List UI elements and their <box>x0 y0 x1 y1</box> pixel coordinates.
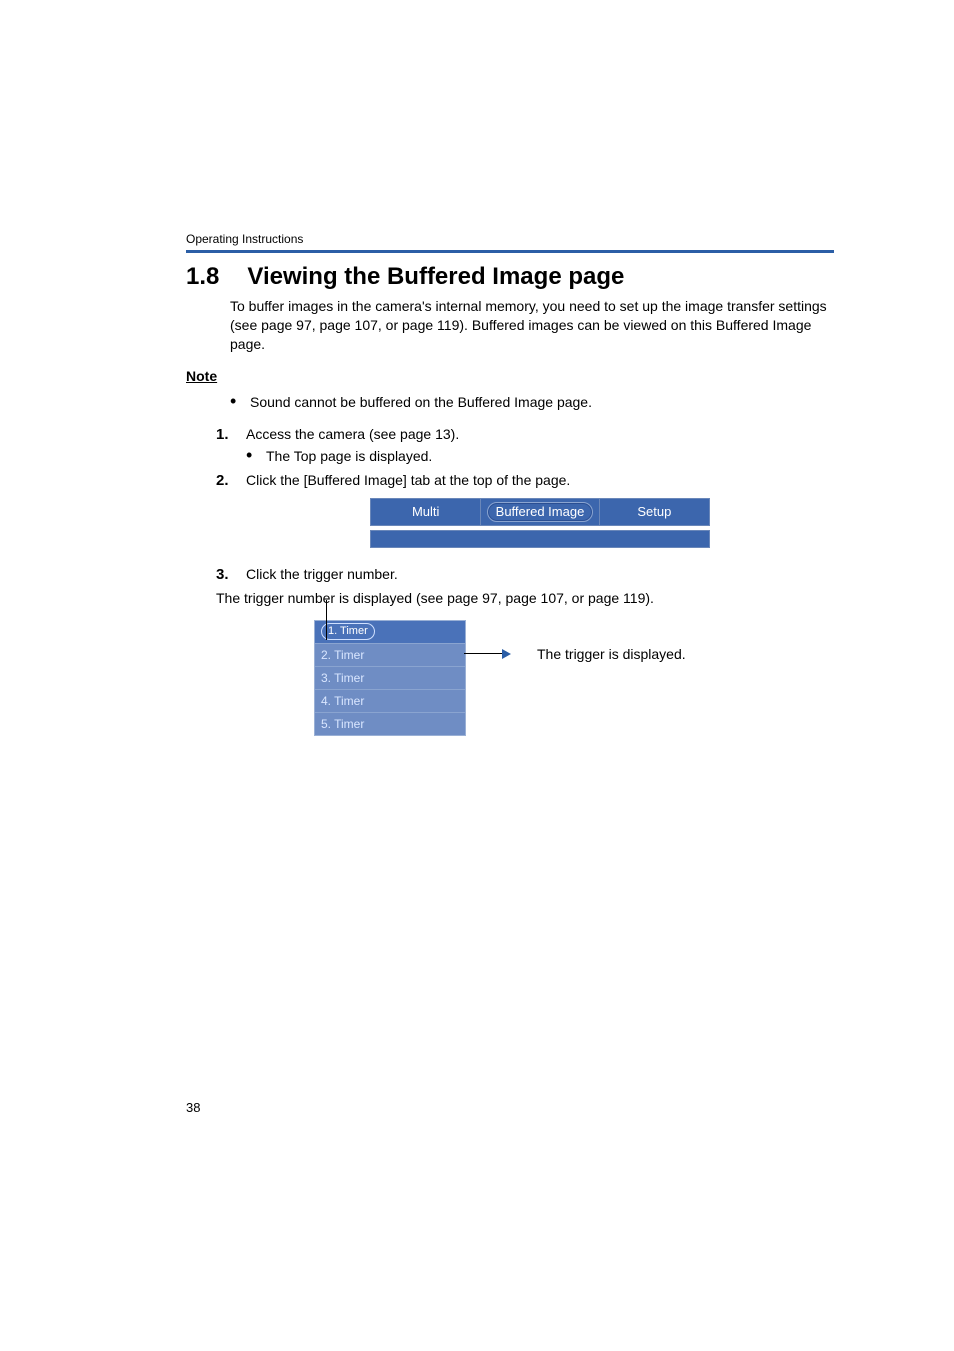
callout-vertical-line <box>326 600 327 640</box>
tab-screenshot: Multi Buffered Image Setup <box>370 498 710 548</box>
running-header: Operating Instructions <box>186 232 834 246</box>
callout-arrow: The trigger is displayed. <box>464 646 686 662</box>
arrow-head-icon <box>502 649 511 659</box>
intro-paragraph: To buffer images in the camera's interna… <box>230 297 834 354</box>
steps-list: Access the camera (see page 13). The Top… <box>216 426 834 582</box>
tab-multi[interactable]: Multi <box>371 499 481 525</box>
callout-label: The trigger is displayed. <box>537 646 686 662</box>
section-title-text: Viewing the Buffered Image page <box>247 263 624 291</box>
note-label: Note <box>186 368 834 384</box>
trigger-list: 1. Timer 2. Timer 3. Timer 4. Timer 5. T… <box>314 620 466 736</box>
trigger-caption: The trigger number is displayed (see pag… <box>216 590 834 606</box>
trigger-item-3[interactable]: 3. Timer <box>315 667 465 690</box>
trigger-item-5[interactable]: 5. Timer <box>315 713 465 735</box>
section-number: 1.8 <box>186 263 219 291</box>
section-heading: 1.8 Viewing the Buffered Image page <box>186 263 834 291</box>
note-list: Sound cannot be buffered on the Buffered… <box>230 394 834 410</box>
trigger-item-1-label: 1. Timer <box>321 623 375 640</box>
step-1-sub: The Top page is displayed. <box>246 448 834 464</box>
trigger-item-1[interactable]: 1. Timer <box>315 621 465 644</box>
tab-row: Multi Buffered Image Setup <box>370 498 710 526</box>
step-3-text: Click the trigger number. <box>246 566 398 582</box>
header-rule <box>186 250 834 253</box>
step-2-text: Click the [Buffered Image] tab at the to… <box>246 472 570 488</box>
tab-row-shadow <box>370 530 710 548</box>
trigger-screenshot: 1. Timer 2. Timer 3. Timer 4. Timer 5. T… <box>314 620 734 736</box>
step-1-text: Access the camera (see page 13). <box>246 426 459 442</box>
arrow-line <box>464 653 504 654</box>
step-2: Click the [Buffered Image] tab at the to… <box>216 472 834 548</box>
step-3: Click the trigger number. <box>216 566 834 582</box>
page-number: 38 <box>186 1100 200 1115</box>
tab-setup[interactable]: Setup <box>600 499 709 525</box>
tab-buffered-image[interactable]: Buffered Image <box>481 499 599 525</box>
trigger-item-2[interactable]: 2. Timer <box>315 644 465 667</box>
tab-buffered-image-label: Buffered Image <box>487 502 594 522</box>
trigger-item-4[interactable]: 4. Timer <box>315 690 465 713</box>
step-1: Access the camera (see page 13). The Top… <box>216 426 834 464</box>
note-item: Sound cannot be buffered on the Buffered… <box>230 394 834 410</box>
